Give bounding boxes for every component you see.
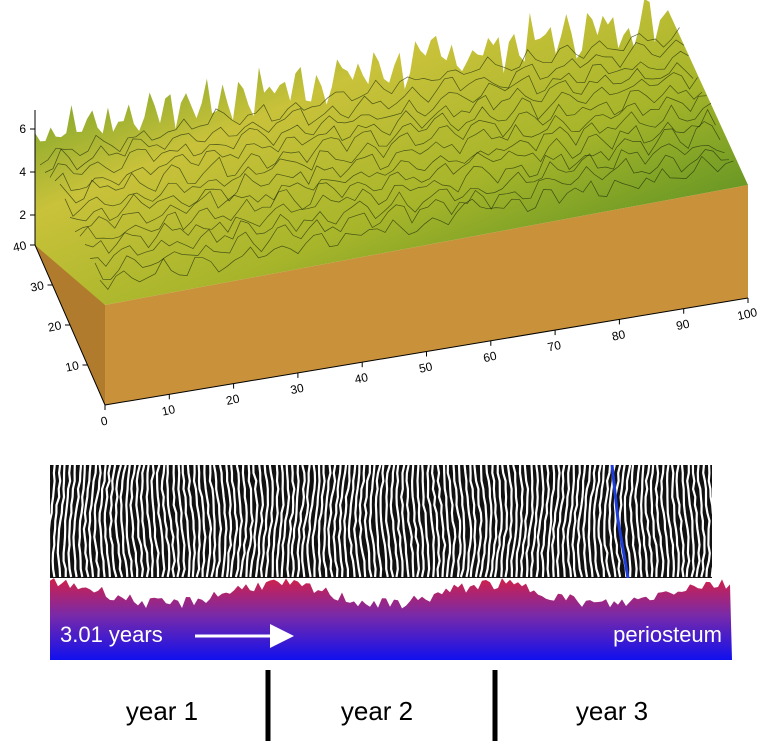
profile-area — [50, 578, 732, 660]
x-tick-label: 0 — [99, 413, 109, 428]
figure: 0 10 20 30 40 50 60 70 80 90 100 10 20 30 40 2 4 6 3.01 y… — [0, 0, 764, 741]
year-label: year 2 — [341, 696, 413, 726]
x-tick-label: 100 — [736, 305, 759, 323]
growth-line — [43, 465, 49, 577]
x-tick-label: 40 — [353, 370, 369, 387]
z-tick-label: 6 — [19, 122, 26, 136]
x-tick-label: 20 — [225, 391, 241, 408]
x-tick-label: 80 — [611, 327, 627, 344]
x-tick-label: 70 — [546, 338, 562, 355]
surface-plot: 0 10 20 30 40 50 60 70 80 90 100 10 20 30 40 2 4 6 — [12, 0, 759, 429]
end-label: periosteum — [613, 622, 722, 647]
z-tick-label: 2 — [19, 208, 26, 222]
y-tick-label: 10 — [64, 358, 80, 375]
y-tick-label: 20 — [47, 318, 63, 335]
x-tick-label: 10 — [160, 402, 176, 419]
growth-line — [714, 465, 720, 577]
image-strip — [43, 465, 720, 578]
x-tick-label: 50 — [418, 359, 434, 376]
year-label: year 3 — [576, 696, 648, 726]
y-tick-label: 30 — [29, 278, 45, 295]
x-tick-label: 60 — [482, 349, 498, 366]
z-tick-label: 4 — [19, 165, 26, 179]
start-label: 3.01 years — [60, 622, 163, 647]
year-label: year 1 — [126, 696, 198, 726]
y-tick-label: 40 — [12, 238, 28, 255]
x-tick-label: 30 — [289, 381, 305, 398]
x-tick-label: 90 — [675, 316, 691, 333]
profile — [50, 578, 732, 660]
